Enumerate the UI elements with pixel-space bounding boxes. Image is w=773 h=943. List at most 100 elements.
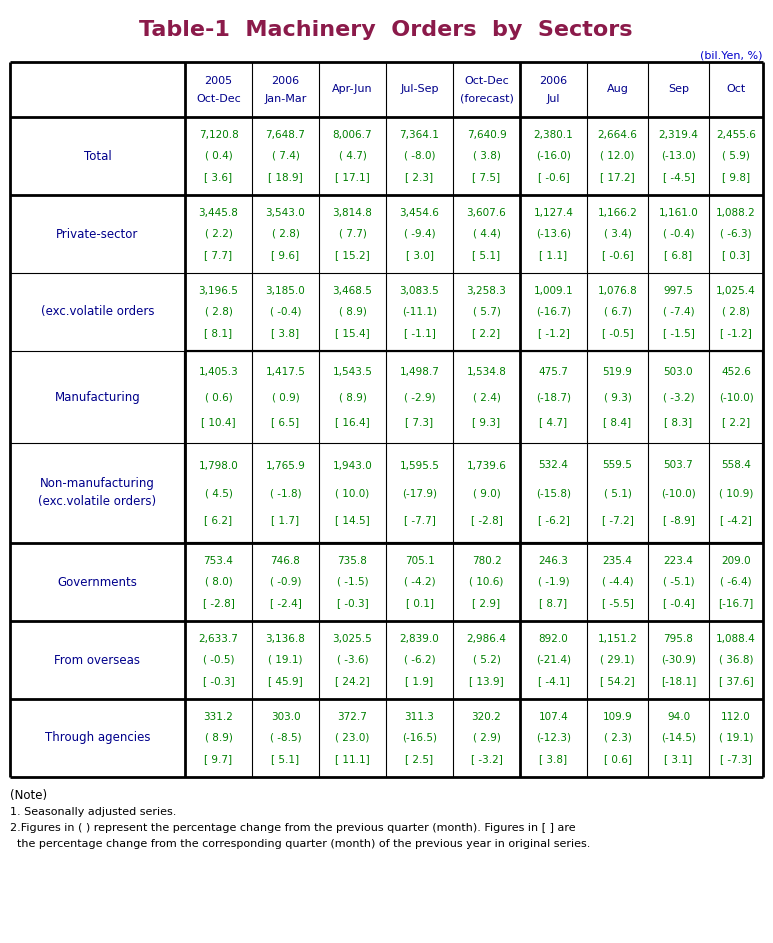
Text: ( -8.0): ( -8.0) [404, 151, 435, 161]
Text: (-13.0): (-13.0) [661, 151, 696, 161]
Text: [ 7.7]: [ 7.7] [204, 251, 233, 260]
Text: (-16.5): (-16.5) [402, 733, 437, 743]
Text: 735.8: 735.8 [338, 555, 367, 566]
Text: 246.3: 246.3 [539, 555, 568, 566]
Text: 1,009.1: 1,009.1 [533, 286, 574, 295]
Text: 780.2: 780.2 [472, 555, 502, 566]
Text: 1,025.4: 1,025.4 [716, 286, 756, 295]
Text: ( -0.9): ( -0.9) [270, 577, 301, 587]
Text: [ -4.5]: [ -4.5] [662, 173, 694, 182]
Text: [ -6.2]: [ -6.2] [537, 516, 570, 525]
Text: [ -1.5]: [ -1.5] [662, 328, 694, 339]
Text: ( 29.1): ( 29.1) [601, 655, 635, 665]
Text: [ 9.3]: [ 9.3] [472, 418, 501, 427]
Text: ( -4.2): ( -4.2) [404, 577, 435, 587]
Text: [ 9.8]: [ 9.8] [722, 173, 750, 182]
Text: ( 8.9): ( 8.9) [205, 733, 233, 743]
Text: ( 4.7): ( 4.7) [339, 151, 366, 161]
Text: ( -0.5): ( -0.5) [203, 655, 234, 665]
Text: [ -0.3]: [ -0.3] [336, 599, 369, 608]
Text: 559.5: 559.5 [603, 460, 632, 471]
Text: ( 4.4): ( 4.4) [472, 229, 500, 239]
Text: Sep: Sep [668, 85, 689, 94]
Text: [ -2.8]: [ -2.8] [471, 516, 502, 525]
Text: 320.2: 320.2 [472, 712, 502, 721]
Text: (-16.7): (-16.7) [536, 307, 571, 317]
Text: (exc.volatile orders): (exc.volatile orders) [39, 495, 157, 508]
Text: [ 3.0]: [ 3.0] [406, 251, 434, 260]
Text: ( 2.9): ( 2.9) [472, 733, 500, 743]
Text: [ -0.4]: [ -0.4] [662, 599, 694, 608]
Text: (-17.9): (-17.9) [402, 488, 437, 498]
Text: ( 0.9): ( 0.9) [271, 392, 299, 402]
Text: 892.0: 892.0 [539, 634, 568, 643]
Text: ( -0.4): ( -0.4) [270, 307, 301, 317]
Text: 558.4: 558.4 [721, 460, 751, 471]
Text: [ -1.2]: [ -1.2] [720, 328, 752, 339]
Text: 452.6: 452.6 [721, 367, 751, 376]
Text: 2,664.6: 2,664.6 [598, 129, 638, 140]
Text: 475.7: 475.7 [539, 367, 568, 376]
Text: ( 8.9): ( 8.9) [339, 307, 366, 317]
Text: [ 10.4]: [ 10.4] [201, 418, 236, 427]
Text: [ 15.4]: [ 15.4] [335, 328, 369, 339]
Text: Apr-Jun: Apr-Jun [332, 85, 373, 94]
Text: ( 8.0): ( 8.0) [205, 577, 233, 587]
Text: 3,083.5: 3,083.5 [400, 286, 439, 295]
Text: [ 9.6]: [ 9.6] [271, 251, 300, 260]
Text: (-30.9): (-30.9) [661, 655, 696, 665]
Text: [ 6.8]: [ 6.8] [665, 251, 693, 260]
Text: 1,739.6: 1,739.6 [467, 460, 506, 471]
Text: [ 3.6]: [ 3.6] [204, 173, 233, 182]
Text: ( 3.8): ( 3.8) [472, 151, 500, 161]
Text: 372.7: 372.7 [338, 712, 367, 721]
Text: 1,405.3: 1,405.3 [199, 367, 238, 376]
Text: 3,814.8: 3,814.8 [332, 207, 373, 218]
Text: [ -0.3]: [ -0.3] [203, 676, 234, 687]
Text: 2,633.7: 2,633.7 [199, 634, 238, 643]
Text: the percentage change from the corresponding quarter (month) of the previous yea: the percentage change from the correspon… [10, 839, 591, 849]
Text: Through agencies: Through agencies [45, 732, 150, 745]
Text: 1,543.5: 1,543.5 [332, 367, 373, 376]
Text: 107.4: 107.4 [539, 712, 568, 721]
Text: [ -5.5]: [ -5.5] [601, 599, 633, 608]
Text: 1,498.7: 1,498.7 [400, 367, 439, 376]
Text: 311.3: 311.3 [404, 712, 434, 721]
Text: 7,640.9: 7,640.9 [467, 129, 506, 140]
Text: 1,534.8: 1,534.8 [467, 367, 506, 376]
Text: [ 7.5]: [ 7.5] [472, 173, 501, 182]
Text: ( 2.3): ( 2.3) [604, 733, 632, 743]
Text: ( -2.9): ( -2.9) [404, 392, 435, 402]
Text: [ 2.3]: [ 2.3] [405, 173, 434, 182]
Text: Jan-Mar: Jan-Mar [264, 93, 307, 104]
Text: (-13.6): (-13.6) [536, 229, 571, 239]
Text: Jul: Jul [547, 93, 560, 104]
Text: [ 24.2]: [ 24.2] [335, 676, 369, 687]
Text: ( 9.3): ( 9.3) [604, 392, 632, 402]
Text: 746.8: 746.8 [271, 555, 301, 566]
Text: 1. Seasonally adjusted series.: 1. Seasonally adjusted series. [10, 807, 176, 817]
Text: ( 10.6): ( 10.6) [469, 577, 504, 587]
Text: ( 7.4): ( 7.4) [271, 151, 299, 161]
Text: 303.0: 303.0 [271, 712, 301, 721]
Text: ( 8.9): ( 8.9) [339, 392, 366, 402]
Text: ( -9.4): ( -9.4) [404, 229, 435, 239]
Text: [-16.7]: [-16.7] [718, 599, 754, 608]
Text: [ -2.8]: [ -2.8] [203, 599, 234, 608]
Text: 8,006.7: 8,006.7 [332, 129, 373, 140]
Text: ( 5.9): ( 5.9) [722, 151, 750, 161]
Text: ( -1.8): ( -1.8) [270, 488, 301, 498]
Text: 2006: 2006 [271, 75, 300, 86]
Text: 7,648.7: 7,648.7 [266, 129, 305, 140]
Text: (Note): (Note) [10, 789, 47, 802]
Text: ( 3.4): ( 3.4) [604, 229, 632, 239]
Text: [ 6.2]: [ 6.2] [204, 516, 233, 525]
Text: [ 54.2]: [ 54.2] [600, 676, 635, 687]
Text: 1,595.5: 1,595.5 [400, 460, 439, 471]
Text: 1,151.2: 1,151.2 [598, 634, 638, 643]
Text: (forecast): (forecast) [460, 93, 513, 104]
Text: [ -7.3]: [ -7.3] [720, 754, 752, 765]
Text: Oct-Dec: Oct-Dec [464, 75, 509, 86]
Text: [ -7.7]: [ -7.7] [404, 516, 435, 525]
Text: [ -0.6]: [ -0.6] [601, 251, 633, 260]
